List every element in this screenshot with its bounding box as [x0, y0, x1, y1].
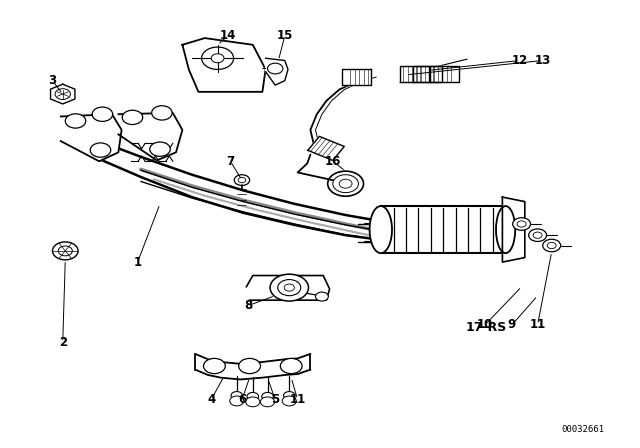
- Circle shape: [204, 358, 225, 374]
- Text: 6: 6: [238, 393, 246, 406]
- Polygon shape: [400, 66, 429, 82]
- Text: 17-RS: 17-RS: [466, 320, 507, 334]
- Circle shape: [547, 242, 556, 249]
- Polygon shape: [61, 114, 122, 161]
- Circle shape: [234, 175, 250, 185]
- Text: 5: 5: [271, 393, 279, 406]
- Polygon shape: [99, 141, 397, 242]
- Polygon shape: [502, 197, 525, 262]
- Text: 1: 1: [134, 255, 141, 269]
- Circle shape: [339, 179, 352, 188]
- Polygon shape: [141, 170, 397, 243]
- Circle shape: [238, 177, 246, 183]
- Circle shape: [52, 242, 78, 260]
- Text: 11: 11: [529, 318, 546, 332]
- Circle shape: [230, 396, 244, 406]
- Text: 8: 8: [244, 299, 252, 312]
- Text: 10: 10: [477, 318, 493, 332]
- Polygon shape: [381, 206, 506, 253]
- Circle shape: [316, 292, 328, 301]
- Circle shape: [543, 239, 561, 252]
- Polygon shape: [342, 69, 371, 85]
- Circle shape: [231, 392, 243, 400]
- Circle shape: [270, 274, 308, 301]
- Circle shape: [262, 392, 273, 401]
- Circle shape: [284, 392, 295, 400]
- Text: 3: 3: [49, 74, 56, 87]
- Circle shape: [280, 358, 302, 374]
- Circle shape: [247, 392, 259, 401]
- Polygon shape: [308, 136, 344, 160]
- Circle shape: [90, 143, 111, 157]
- Polygon shape: [266, 58, 288, 85]
- Circle shape: [278, 280, 301, 296]
- Circle shape: [211, 54, 224, 63]
- Circle shape: [202, 47, 234, 69]
- Circle shape: [513, 218, 531, 230]
- Circle shape: [152, 106, 172, 120]
- Text: 9: 9: [508, 318, 516, 332]
- Polygon shape: [118, 113, 182, 160]
- Circle shape: [150, 142, 170, 156]
- Text: 2: 2: [59, 336, 67, 349]
- Circle shape: [517, 221, 526, 227]
- Text: 4: 4: [207, 393, 215, 406]
- Text: 14: 14: [220, 29, 236, 43]
- Circle shape: [246, 397, 260, 407]
- Polygon shape: [413, 66, 442, 82]
- Text: 13: 13: [534, 54, 551, 67]
- Circle shape: [328, 171, 364, 196]
- Circle shape: [58, 246, 72, 256]
- Circle shape: [122, 110, 143, 125]
- Text: 15: 15: [276, 29, 293, 43]
- Circle shape: [260, 397, 275, 407]
- Circle shape: [284, 284, 294, 291]
- Polygon shape: [195, 354, 310, 379]
- Polygon shape: [246, 276, 330, 300]
- Circle shape: [55, 89, 70, 99]
- Circle shape: [92, 107, 113, 121]
- Circle shape: [239, 358, 260, 374]
- Text: 7: 7: [227, 155, 234, 168]
- Circle shape: [533, 232, 542, 238]
- Circle shape: [282, 396, 296, 406]
- Circle shape: [529, 229, 547, 241]
- Ellipse shape: [496, 206, 515, 253]
- Text: 11: 11: [289, 393, 306, 406]
- Polygon shape: [430, 66, 459, 82]
- Circle shape: [268, 63, 283, 74]
- Ellipse shape: [370, 206, 392, 253]
- Polygon shape: [51, 84, 75, 104]
- Text: 12: 12: [511, 54, 528, 67]
- Circle shape: [333, 175, 358, 193]
- Text: 16: 16: [324, 155, 341, 168]
- Circle shape: [65, 114, 86, 128]
- Text: 00032661: 00032661: [562, 425, 605, 434]
- Polygon shape: [182, 38, 266, 92]
